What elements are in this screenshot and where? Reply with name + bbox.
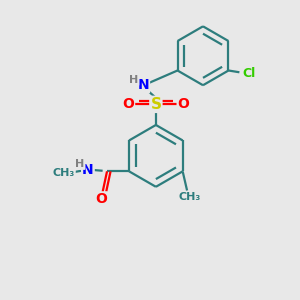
Text: O: O [95, 192, 107, 206]
Text: O: O [178, 98, 190, 111]
Text: H: H [129, 75, 138, 85]
Text: H: H [75, 159, 85, 169]
Text: N: N [137, 78, 149, 92]
Text: Cl: Cl [242, 67, 256, 80]
Text: S: S [150, 97, 161, 112]
Text: O: O [122, 98, 134, 111]
Text: CH₃: CH₃ [52, 168, 75, 178]
Text: CH₃: CH₃ [179, 192, 201, 202]
Text: N: N [82, 163, 94, 177]
